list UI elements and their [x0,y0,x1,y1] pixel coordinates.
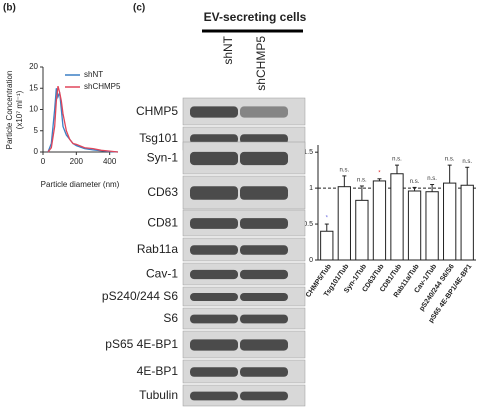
blot-band [240,134,288,144]
annotation: n.s. [410,179,420,185]
y-axis-label: Particle Concentration [5,71,14,150]
blot-label: Tubulin [139,388,178,402]
y-tick-label: 0 [34,147,39,156]
blot-band [190,106,238,118]
blot-band [190,391,238,401]
x-tick-label: 400 [103,157,117,166]
blot-band [190,134,238,144]
bar [425,191,439,261]
blot-band [190,245,238,255]
y-tick-label: 0.5 [303,221,313,228]
legend-label: shCHMP5 [84,82,121,91]
y-tick-label: 0 [309,257,313,264]
blot-band [190,293,238,301]
line-series [47,88,119,153]
panel-label: (b) [3,3,16,14]
blot-label: CHMP5 [136,104,178,118]
legend-label: shNT [84,70,103,79]
annotation: n.s. [357,178,367,184]
y-tick-label: 1.5 [303,149,313,156]
annotation: n.s. [392,157,402,163]
bar [337,186,351,261]
blot-band [240,391,288,401]
annotation: n.s. [339,167,349,173]
blot-label: Rab11a [137,242,178,256]
blot-band [190,367,238,377]
blot-band [190,339,238,351]
blot-band [190,218,238,229]
y-tick-label: 5 [34,126,39,135]
bar [390,173,404,261]
blot-band [240,151,288,166]
bar [460,184,474,261]
blot-band [190,151,238,166]
blot-band [190,186,238,200]
blot-label: Tsg101 [139,131,178,145]
blot-band [240,367,288,377]
lane-label: shNT [221,35,235,64]
blot-label: 4E-BP1 [137,364,179,378]
annotation: n.s. [427,176,437,182]
annotation: n.s. [462,159,472,165]
blot-label: pS65 4E-BP1 [105,337,178,351]
panel-label: (c) [133,3,145,14]
x-tick-label: 200 [70,157,84,166]
blot-band [240,269,288,280]
bar [320,230,334,261]
blot-band [240,218,288,229]
y-tick-label: 20 [29,62,38,71]
annotation: * [326,216,329,222]
y-tick-label: 1 [309,185,313,192]
bar [443,182,457,261]
annotation: * [378,170,381,176]
blot-label: S6 [163,311,178,325]
annotation: n.s. [445,157,455,163]
blot-label: Cav-1 [146,267,178,281]
blot-band [240,293,288,301]
y-tick-label: 15 [29,83,38,92]
x-axis-label: Particle diameter (nm) [41,180,120,189]
blot-label: Syn-1 [147,151,179,165]
blot-band [240,314,288,324]
bar [372,180,387,261]
lane-label: shCHMP5 [254,36,268,91]
bar [407,190,422,261]
blot-band [190,269,238,280]
blot-label: CD81 [147,216,178,230]
blot-band [240,339,288,351]
y-tick-label: 10 [29,105,38,114]
header: EV-secreting cells [204,10,307,24]
blot-band [240,186,288,200]
blot-band [240,106,288,118]
blot-band [240,245,288,255]
x-tick-label: 0 [41,157,46,166]
line-series [47,85,119,153]
y-axis-label: (x10⁷ ml⁻¹) [15,90,24,129]
blot-label: pS240/244 S6 [102,289,178,303]
bar [355,199,369,261]
blot-label: CD63 [147,185,178,199]
blot-band [190,314,238,324]
